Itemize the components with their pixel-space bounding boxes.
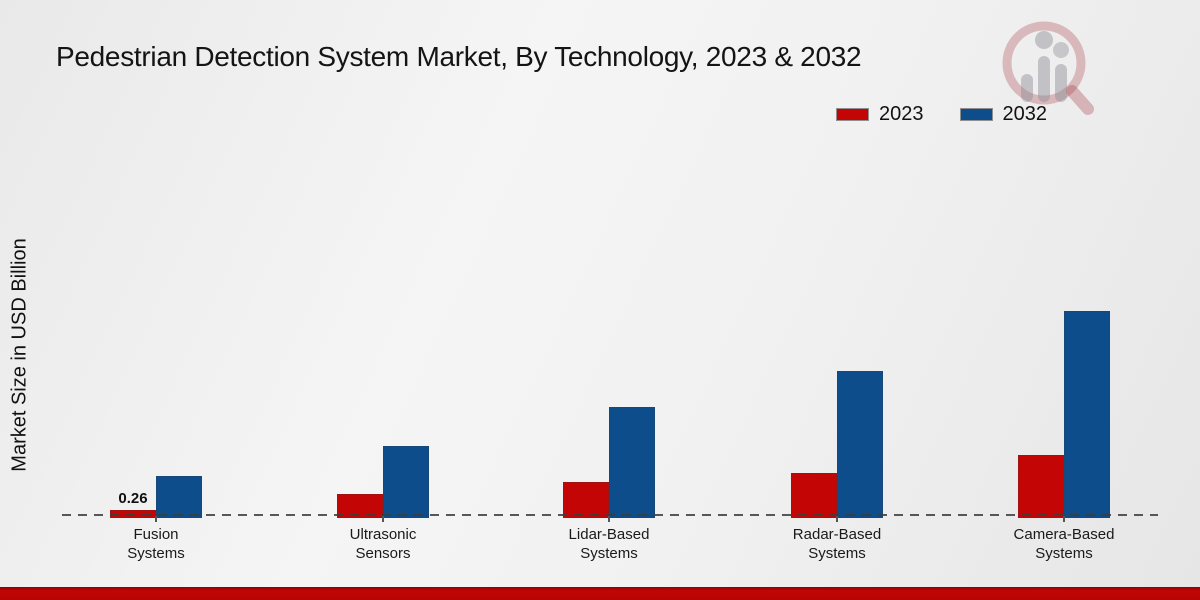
category-label-fusion-systems: Fusion Systems (127, 526, 185, 562)
category-label-radar-based-systems: Radar-Based Systems (792, 526, 882, 562)
chart-title: Pedestrian Detection System Market, By T… (56, 41, 862, 72)
magnifier-bar-chart-logo-icon (1002, 21, 1094, 115)
bottom-red-strip (0, 587, 1200, 600)
bar-2023-radar-based-systems (791, 473, 837, 518)
bar-2023-lidar-based-systems (563, 482, 609, 518)
x-axis-baseline (62, 514, 1158, 516)
x-axis-tick (382, 516, 384, 522)
bar-2032-camera-based-systems (1064, 311, 1110, 518)
x-axis-tick (155, 516, 157, 522)
legend-item-2032: 2032 (959, 103, 1048, 126)
bar-2032-fusion-systems (156, 476, 202, 518)
legend-label: 2023 (879, 103, 924, 125)
x-axis-tick (608, 516, 610, 522)
category-label-lidar-based-systems: Lidar-Based Systems (568, 526, 650, 562)
bar-value-label: 0.26 (118, 490, 148, 507)
legend-swatch-2032 (959, 108, 993, 121)
x-axis-tick (836, 516, 838, 522)
legend: 2023 2032 (836, 103, 1047, 126)
bar-2032-radar-based-systems (837, 371, 883, 518)
category-label-camera-based-systems: Camera-Based Systems (1013, 526, 1115, 562)
bar-2032-ultrasonic-sensors (383, 446, 429, 518)
category-label-ultrasonic-sensors: Ultrasonic Sensors (349, 526, 417, 562)
x-axis-tick (1063, 516, 1065, 522)
legend-swatch-2023 (836, 108, 869, 121)
bar-2023-camera-based-systems (1018, 455, 1064, 518)
legend-item-2023: 2023 (836, 103, 924, 126)
bar-2032-lidar-based-systems (609, 407, 655, 518)
legend-label: 2032 (1002, 103, 1048, 125)
